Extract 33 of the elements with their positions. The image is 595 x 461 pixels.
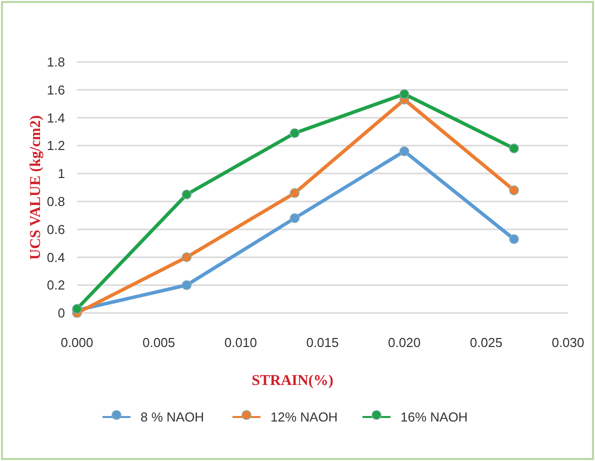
x-tick-label: 0.025 — [470, 335, 502, 350]
x-tick-label: 0.020 — [388, 335, 421, 350]
y-axis-title: UCS VALUE (kg/cm2) — [28, 115, 44, 260]
x-axis-title: STRAIN(%) — [252, 373, 334, 389]
y-tick-label: 1.2 — [46, 138, 65, 154]
x-tick-label: 0.030 — [552, 335, 584, 350]
y-tick-label: 1 — [58, 166, 65, 182]
x-tick-label: 0.005 — [142, 335, 176, 350]
point — [182, 190, 192, 200]
point — [399, 89, 410, 99]
point — [182, 252, 192, 262]
legend-label: 16% NAOH — [400, 410, 468, 425]
y-tick-label: 0 — [58, 306, 65, 321]
point — [290, 213, 300, 224]
x-tick-label: 0.010 — [224, 335, 257, 350]
x-tick-label: 0.015 — [306, 335, 339, 350]
point — [509, 144, 519, 154]
y-tick-label: 0.2 — [46, 278, 65, 293]
x-tick-label: 0.000 — [60, 335, 94, 350]
point — [509, 185, 519, 196]
point — [399, 146, 410, 156]
point — [290, 188, 300, 198]
y-tick-label: 1.8 — [46, 54, 65, 70]
point — [290, 128, 300, 138]
y-tick-label: 0.6 — [46, 222, 65, 237]
y-tick-label: 1.4 — [46, 110, 65, 126]
point — [182, 280, 192, 290]
legend-label: 8 % NAOH — [140, 410, 204, 425]
y-tick-label: 1.6 — [46, 82, 65, 98]
point — [509, 234, 519, 244]
legend-label: 12% NAOH — [270, 410, 338, 425]
y-tick-label: 0.8 — [46, 194, 65, 209]
y-tick-label: 0.4 — [46, 250, 65, 265]
